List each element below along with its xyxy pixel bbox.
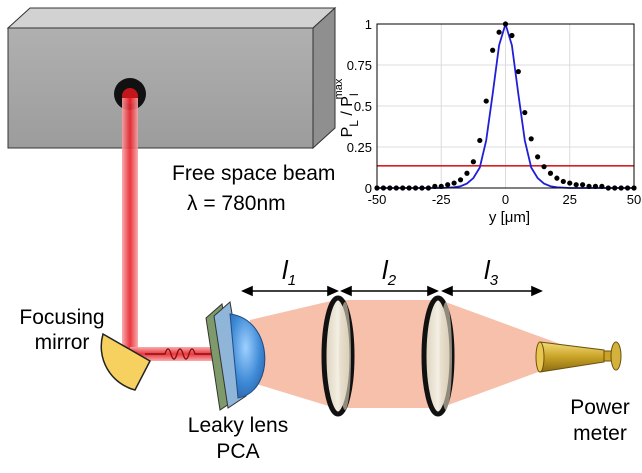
chart-data-point	[490, 47, 496, 53]
focusing-mirror-label-line1: Focusing	[19, 306, 105, 329]
chart-y-tick-label: 1	[365, 17, 372, 32]
chart-data-point	[470, 159, 476, 165]
chart-data-point	[509, 32, 515, 39]
leaky-lens-label-line2: PCA	[216, 440, 260, 463]
chart-data-point	[515, 68, 521, 75]
lens-2	[421, 295, 455, 417]
chart-y-tick-label: 0.25	[347, 140, 372, 155]
chart-y-tick-label: 0	[365, 181, 372, 196]
chart-data-point	[573, 182, 579, 188]
distance-label-l1: l1	[282, 255, 296, 289]
chart-data-point	[535, 154, 541, 160]
chart-y-tick-label: 0.75	[347, 58, 372, 73]
chart-grid	[376, 23, 635, 189]
chart-data-point	[522, 109, 528, 116]
chart-x-tick-label: 0	[502, 192, 509, 207]
wavelength-label: λ = 780nm	[187, 192, 286, 215]
chart-data-point	[457, 177, 464, 183]
chart-data-point	[560, 178, 566, 185]
distance-label-l2: l2	[382, 255, 397, 289]
distance-label-l3: l3	[484, 255, 499, 289]
chart-data-point	[451, 180, 457, 186]
power-meter-label-line2: meter	[573, 422, 627, 445]
thz-beam-converging	[440, 300, 560, 408]
leaky-lens-label-line1: Leaky lens	[187, 414, 289, 437]
chart-x-tick-label: 25	[563, 192, 577, 207]
chart-x-tick-label: -50	[368, 192, 387, 207]
chart-x-axis-label: y [μm]	[489, 209, 530, 226]
power-meter-label-line1: Power	[570, 396, 630, 419]
laser-beam-vertical	[122, 98, 138, 356]
free-space-beam-label: Free space beam	[172, 162, 336, 185]
chart-data-point	[464, 170, 470, 176]
chart-data-point	[547, 170, 554, 176]
thz-pulse-wave	[145, 348, 212, 360]
leaky-lens-pca	[205, 301, 266, 411]
focusing-mirror-label-line2: mirror	[34, 331, 90, 354]
chart-data-point	[477, 137, 483, 144]
chart-data-point	[528, 136, 534, 142]
thz-beam-diverging	[250, 300, 335, 408]
chart-frame	[376, 23, 635, 189]
chart-x-tick-label: 50	[627, 192, 641, 207]
thz-beam-collimated	[340, 300, 435, 408]
distance-arrows	[241, 285, 543, 297]
chart-tick-labels: -50 -25 0 25 50 0 0.25 0.5 0.75 1	[347, 17, 642, 207]
power-meter	[535, 341, 622, 373]
chart-data-point	[541, 164, 547, 170]
chart-data-point	[580, 182, 586, 188]
chart-data-point	[483, 98, 489, 104]
chart-y-tick-label: 0.5	[354, 99, 372, 114]
chart-series	[374, 20, 637, 191]
chart-x-tick-label: -25	[432, 192, 451, 207]
chart-data-point	[554, 175, 560, 181]
focusing-mirror	[100, 332, 151, 391]
chart-y-axis-label: PL / Plmax	[333, 78, 361, 137]
chart-data-point	[496, 29, 502, 35]
chart-data-point	[445, 182, 451, 188]
lens-1	[321, 295, 355, 417]
chart-data-point	[567, 180, 573, 186]
